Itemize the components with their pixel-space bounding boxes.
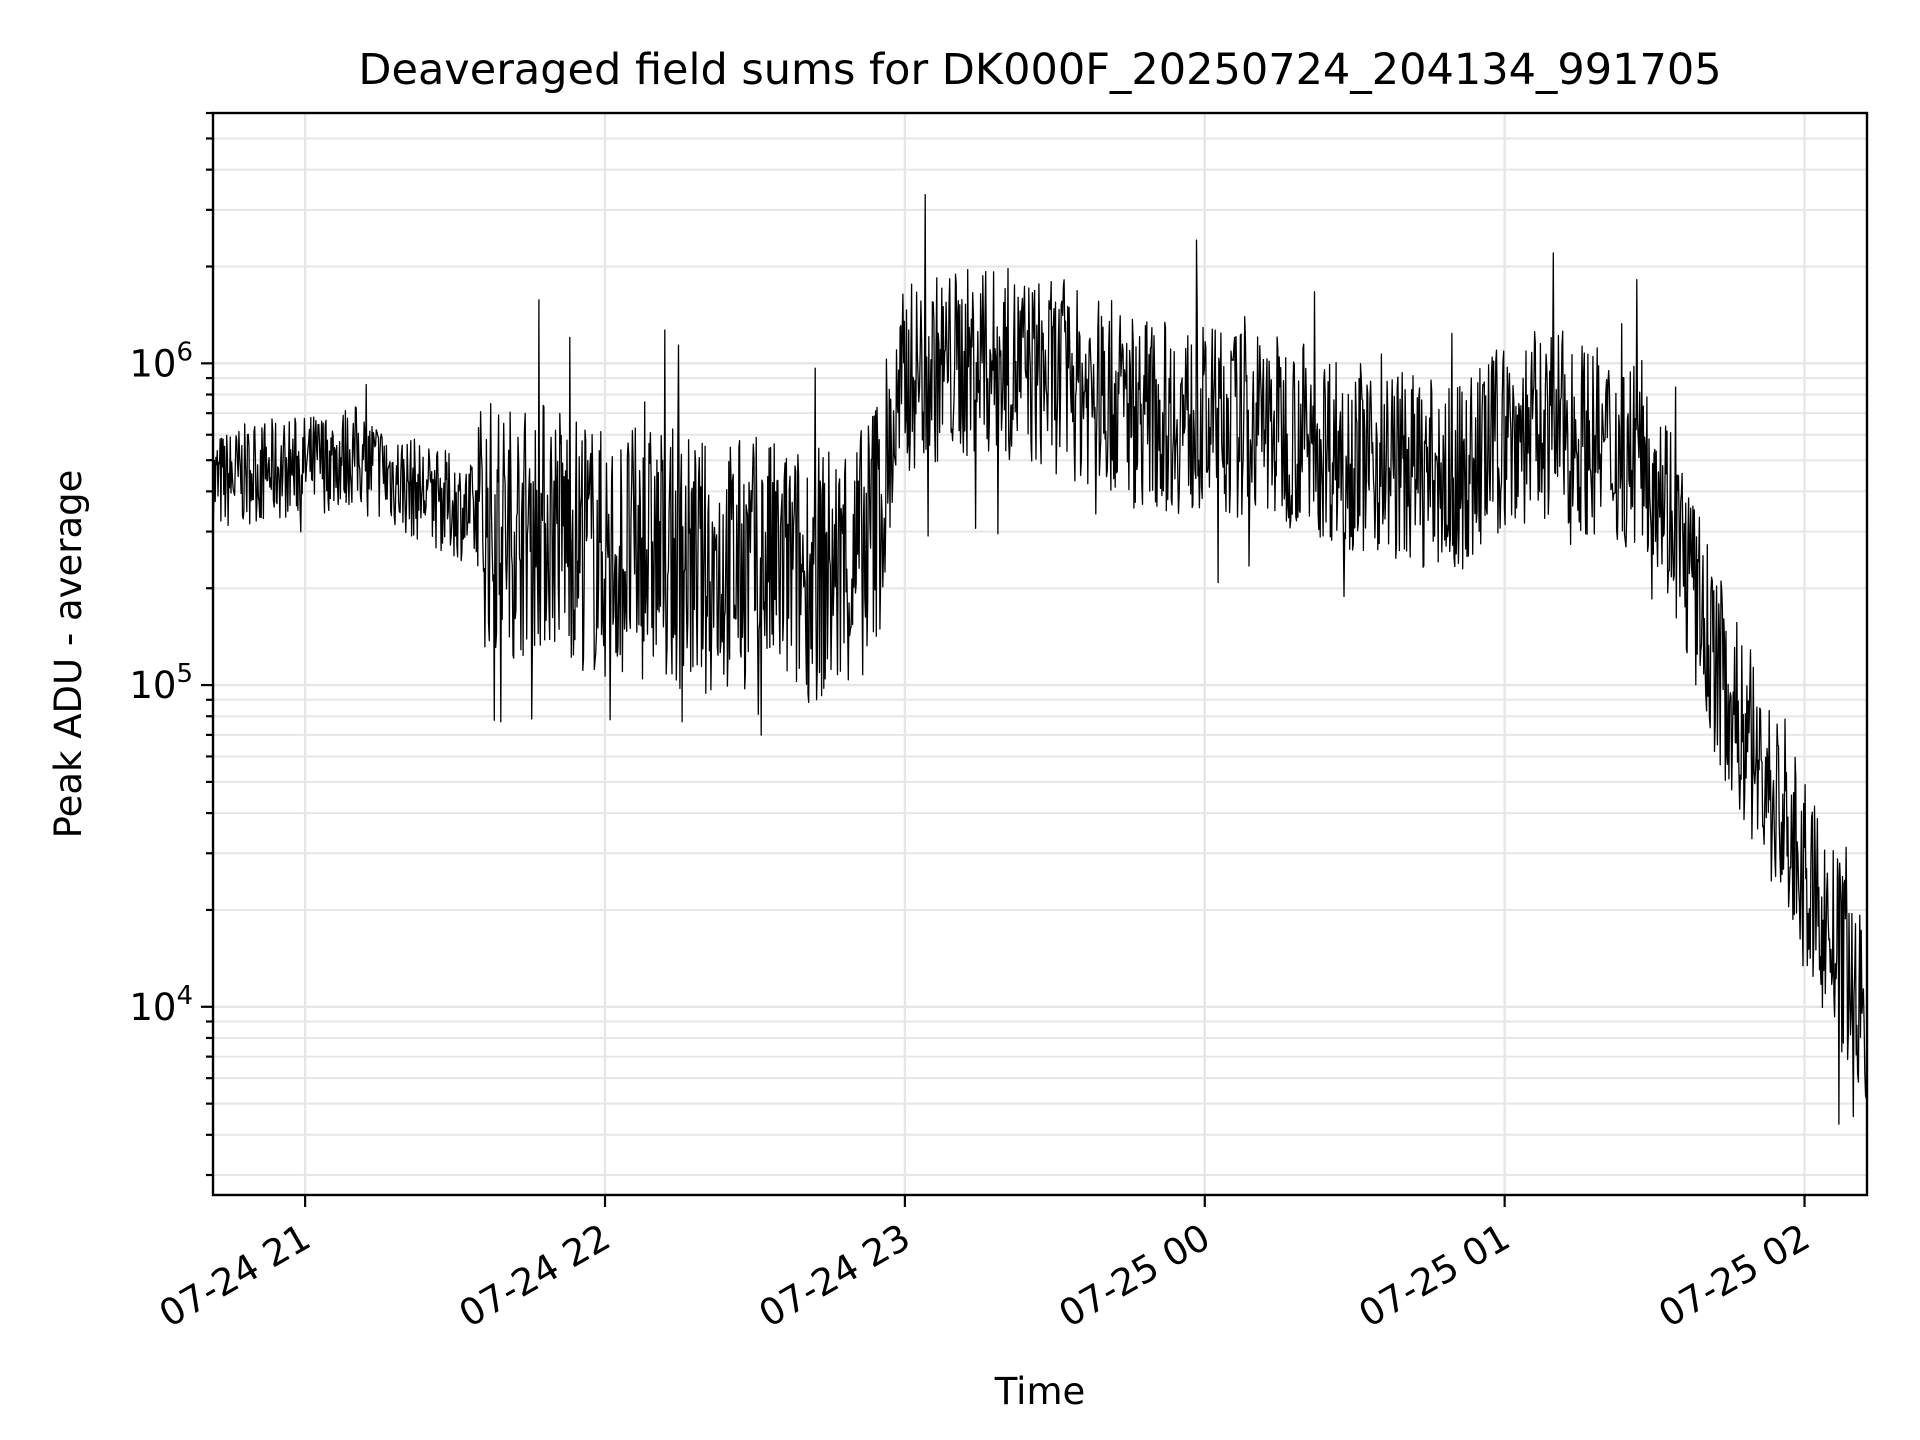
x-tick-label: 07-25 00 bbox=[1052, 1216, 1218, 1336]
x-tick-label: 07-25 01 bbox=[1352, 1216, 1518, 1336]
x-tick-label: 07-25 02 bbox=[1651, 1216, 1817, 1336]
y-tick-label: 105 bbox=[129, 659, 193, 707]
y-tick-label: 106 bbox=[129, 337, 193, 385]
y-axis-label: Peak ADU - average bbox=[47, 470, 90, 839]
chart-title: Deaveraged field sums for DK000F_2025072… bbox=[358, 45, 1721, 95]
x-tick-label: 07-24 23 bbox=[752, 1216, 918, 1336]
x-axis-label: Time bbox=[994, 1370, 1086, 1413]
x-tick-label: 07-24 22 bbox=[452, 1216, 618, 1336]
grid-layer bbox=[213, 112, 1867, 1195]
plot-frame bbox=[211, 111, 1869, 1197]
x-tick-label: 07-24 21 bbox=[152, 1216, 318, 1336]
y-tick-label: 104 bbox=[129, 981, 193, 1029]
series-line bbox=[212, 193, 1868, 1125]
